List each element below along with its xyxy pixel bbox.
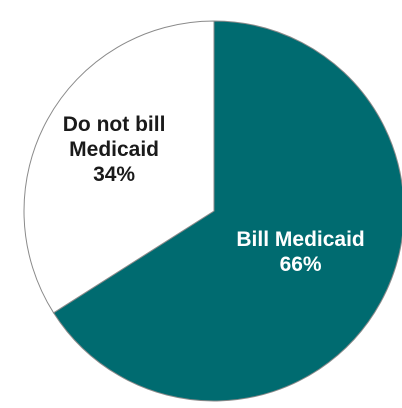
pie-slice-label-0: Bill Medicaid 66% (236, 228, 364, 276)
pie-slice-label-line: Do not bill (63, 113, 166, 136)
pie-slice-label-line: Medicaid (69, 138, 159, 161)
pie-slice-0 (52, 20, 402, 402)
pie-slice-label-line: Bill Medicaid (236, 228, 364, 251)
pie-slice-value-label: 34% (93, 163, 135, 186)
pie-slice-1 (23, 20, 215, 314)
pie-labels: Bill Medicaid 66% Do not bill Medicaid 34% (63, 113, 365, 276)
pie-slice-label-1: Do not bill Medicaid 34% (63, 113, 166, 186)
pie-slice-value-label: 66% (280, 253, 322, 276)
pie-slices (23, 20, 402, 402)
